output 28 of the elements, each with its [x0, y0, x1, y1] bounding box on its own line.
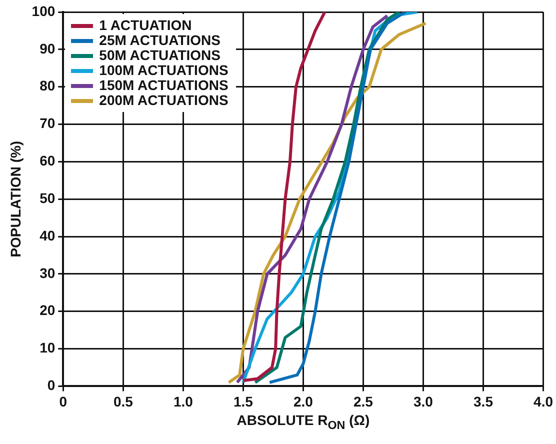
y-axis-title: POPULATION (%) — [7, 140, 24, 258]
x-tick-label: 1.5 — [233, 393, 254, 410]
x-tick-label: 3.5 — [474, 393, 494, 410]
y-tick-label: 70 — [40, 115, 56, 132]
legend-label: 200M ACTUATIONS — [99, 92, 228, 108]
y-tick-label: 90 — [40, 40, 56, 56]
legend-label: 150M ACTUATIONS — [99, 77, 228, 93]
y-tick-label: 100 — [32, 2, 56, 19]
y-tick-label: 50 — [40, 190, 56, 206]
y-tick-label: 10 — [40, 340, 56, 356]
x-axis-title: ABSOLUTE R$_{ON}$ (Ω) — [236, 412, 371, 432]
y-tick-label: 80 — [40, 78, 56, 94]
legend-label: 100M ACTUATIONS — [99, 62, 228, 78]
y-tick-label: 60 — [40, 152, 56, 169]
x-tick-label: 2.0 — [293, 393, 314, 410]
x-tick-label: 2.5 — [353, 393, 374, 410]
legend-label: 1 ACTUATION — [99, 17, 192, 33]
y-tick-label: 30 — [40, 264, 56, 281]
x-tick-label: 4.0 — [534, 393, 554, 410]
y-tick-label: 0 — [47, 377, 56, 394]
x-tick-label: 0.5 — [113, 393, 134, 410]
y-tick-label: 40 — [40, 227, 56, 244]
legend-label: 50M ACTUATIONS — [99, 47, 220, 63]
x-tick-label: 0 — [59, 393, 68, 410]
x-tick-label: 3.0 — [414, 393, 434, 410]
y-tick-label: 20 — [40, 302, 56, 318]
legend-label: 25M ACTUATIONS — [99, 32, 220, 48]
x-tick-label: 1.0 — [173, 393, 194, 410]
